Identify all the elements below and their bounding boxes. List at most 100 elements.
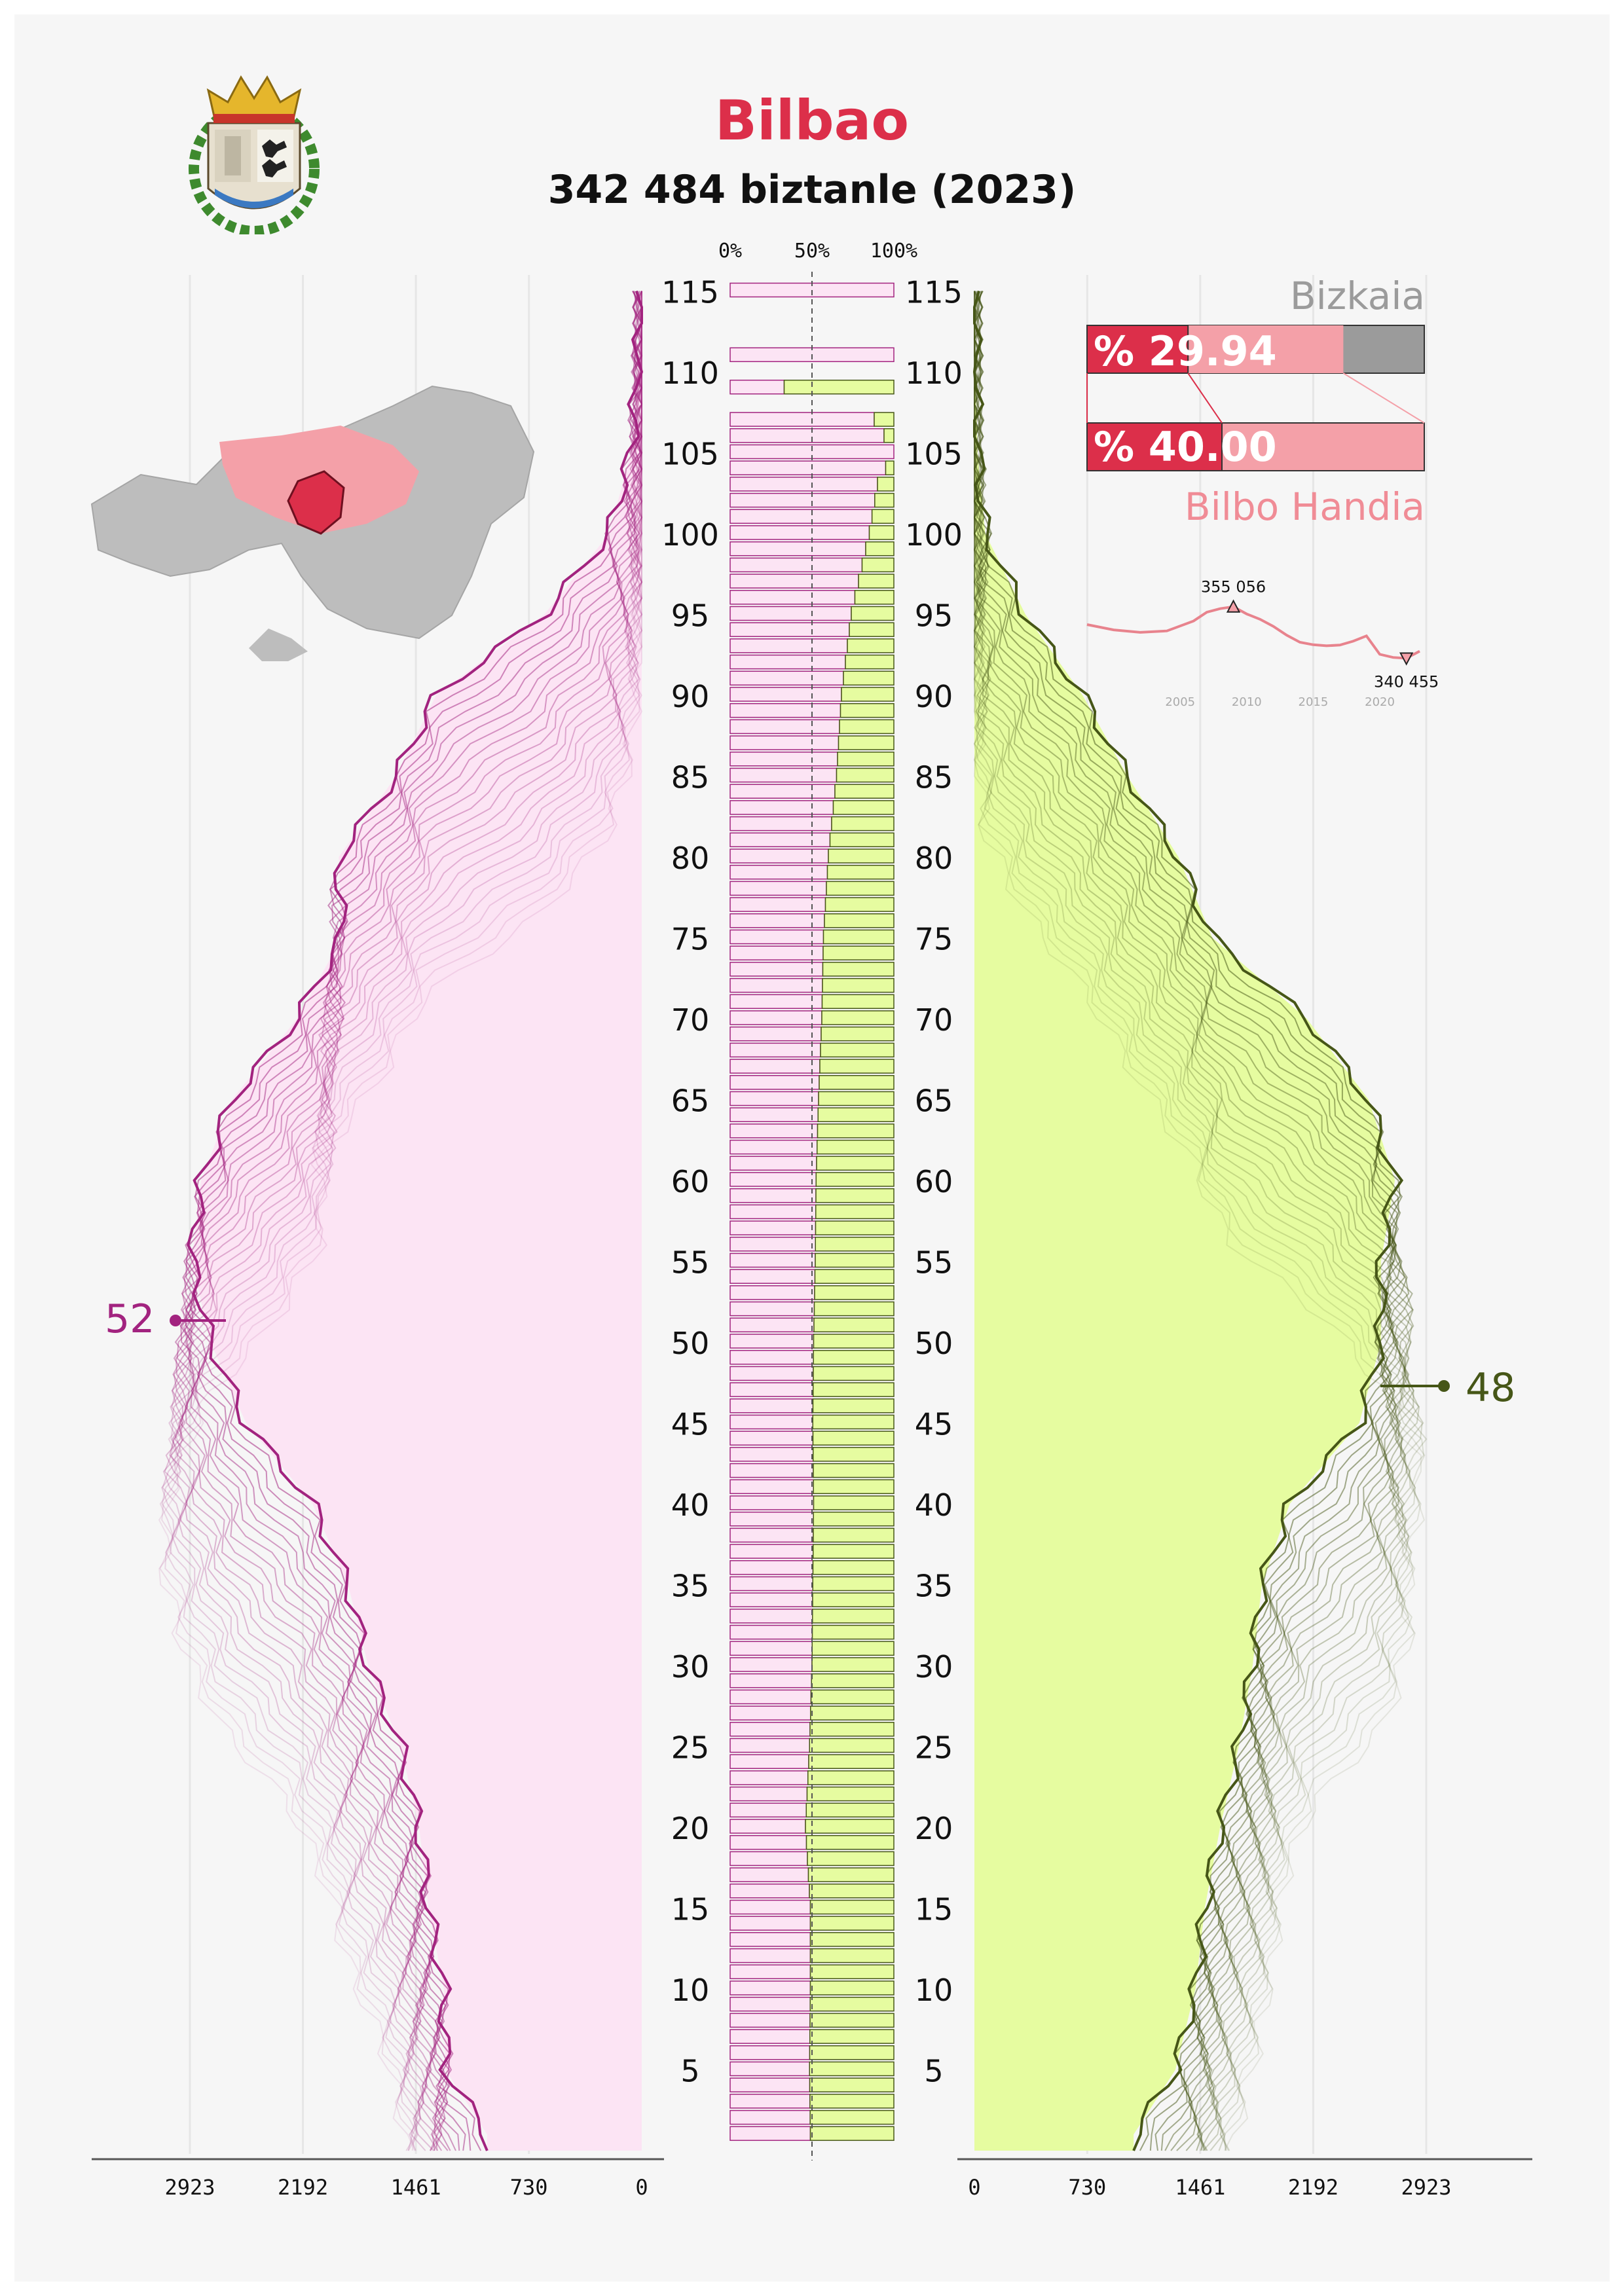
left-history-line bbox=[171, 291, 643, 2151]
ratio-bar-female bbox=[729, 752, 838, 767]
right-x-tick: 2192 bbox=[1288, 2175, 1338, 2200]
ratio-bar-female bbox=[729, 2094, 811, 2109]
ratio-bar-male bbox=[813, 1334, 895, 1349]
ratio-bar-male bbox=[840, 702, 895, 718]
ratio-bar-male bbox=[813, 1366, 895, 1381]
right-history-line bbox=[973, 291, 1425, 2151]
ratio-bar-male bbox=[821, 1010, 895, 1025]
ratio-axis-label: 100% bbox=[870, 240, 917, 263]
ratio-bar-female bbox=[729, 702, 841, 718]
ratio-bar-male bbox=[832, 800, 895, 815]
ratio-bar-male bbox=[838, 735, 895, 750]
left-history-line bbox=[169, 291, 643, 2151]
ratio-bar-male bbox=[809, 2077, 895, 2092]
trend-x-tick: 2010 bbox=[1232, 695, 1262, 709]
ratio-bar-male bbox=[831, 816, 895, 831]
ratio-bar-male bbox=[822, 929, 895, 945]
ratio-bar-male bbox=[871, 509, 895, 524]
age-label-right: 10 bbox=[915, 1973, 953, 2008]
ratio-bar-male bbox=[811, 1624, 895, 1640]
ratio-bar-male bbox=[811, 1641, 895, 1656]
age-label-left: 70 bbox=[671, 1002, 710, 1038]
population-trend-minichart: 355 056 340 455 2005 2010 2015 2020 bbox=[1086, 578, 1439, 709]
age-label-left: 15 bbox=[671, 1892, 710, 1927]
ratio-bar-male bbox=[858, 574, 895, 589]
ratio-bar-female bbox=[729, 1220, 817, 1235]
ratio-bar-female bbox=[729, 1107, 819, 1122]
left-history-line bbox=[175, 291, 643, 2151]
ratio-bar-female bbox=[729, 1819, 806, 1834]
metro-label: Bilbo Handia bbox=[1184, 484, 1425, 529]
ratio-bar-female bbox=[729, 2029, 811, 2044]
right-history-line bbox=[973, 291, 1408, 2151]
ratio-bar-female bbox=[729, 509, 873, 524]
ratio-bar-female bbox=[729, 2061, 810, 2077]
ratio-bar-female bbox=[729, 654, 846, 670]
ratio-bar-female bbox=[729, 1463, 814, 1478]
ratio-bar-male bbox=[817, 1139, 895, 1155]
ratio-bar-male bbox=[810, 1689, 895, 1705]
ratio-bar-male bbox=[817, 1123, 895, 1139]
ratio-bar-female bbox=[729, 525, 870, 540]
right-x-tick: 730 bbox=[1068, 2175, 1106, 2200]
male-area bbox=[974, 291, 1395, 2151]
ratio-bar-female bbox=[729, 1511, 814, 1527]
ratio-bar-female bbox=[729, 1059, 821, 1074]
coat-of-arms-emblem bbox=[189, 75, 320, 234]
ratio-bar-male bbox=[826, 881, 895, 896]
ratio-bar-female bbox=[729, 1916, 811, 1931]
ratio-bar-female bbox=[729, 945, 824, 960]
ratio-bar-female bbox=[729, 541, 866, 556]
age-label-left: 35 bbox=[671, 1569, 710, 1604]
right-history-line bbox=[973, 291, 1406, 2151]
ratio-bar-male bbox=[813, 1544, 895, 1559]
ratio-bar-female bbox=[729, 1301, 815, 1317]
age-label-right: 5 bbox=[924, 2054, 943, 2089]
ratio-bar-female bbox=[729, 1026, 822, 1042]
ratio-bar-male bbox=[809, 1722, 895, 1737]
ratio-bar-male bbox=[828, 848, 895, 864]
left-x-tick: 730 bbox=[510, 2175, 548, 2200]
ratio-bar-female bbox=[729, 784, 836, 799]
ratio-bar-female bbox=[729, 1447, 814, 1462]
ratio-bar-male bbox=[805, 1802, 895, 1818]
ratio-bar-female bbox=[729, 1398, 814, 1413]
trend-x-tick: 2005 bbox=[1165, 695, 1195, 709]
male-end-label: 48 bbox=[1466, 1365, 1516, 1411]
ratio-bar-female bbox=[729, 1349, 814, 1365]
age-label-right: 55 bbox=[915, 1245, 953, 1281]
age-label-right: 60 bbox=[915, 1164, 953, 1199]
female-area bbox=[192, 291, 642, 2151]
ratio-bar-female bbox=[729, 1948, 811, 1963]
ratio-bar-female bbox=[729, 977, 823, 993]
region-map-enclave bbox=[249, 629, 308, 661]
ratio-bar-female bbox=[729, 1188, 817, 1203]
age-label-right: 100 bbox=[905, 517, 963, 553]
age-label-right: 65 bbox=[915, 1084, 953, 1119]
ratio-bar-female bbox=[729, 1592, 813, 1607]
age-label-left: 50 bbox=[671, 1326, 710, 1361]
ratio-bar-female bbox=[729, 1964, 811, 1980]
ratio-bar-male bbox=[819, 1075, 895, 1090]
region-label: Bizkaia bbox=[1289, 274, 1425, 318]
ratio-bar-male bbox=[809, 1980, 895, 1995]
left-history-line bbox=[183, 291, 643, 2151]
ratio-bar-male bbox=[817, 1107, 895, 1122]
ratio-bar-male bbox=[814, 1269, 895, 1284]
left-history-line bbox=[162, 291, 643, 2151]
left-history-line bbox=[164, 291, 643, 2151]
ratio-bar-male bbox=[813, 1382, 895, 1397]
age-label-left: 30 bbox=[671, 1649, 710, 1685]
ratio-bar-female bbox=[729, 929, 824, 945]
ratio-bar-female bbox=[729, 670, 844, 686]
ratio-bar-male bbox=[836, 767, 895, 783]
ratio-bar-male bbox=[805, 1819, 895, 1834]
age-label-left: 45 bbox=[671, 1407, 710, 1442]
ratio-bar-female bbox=[729, 1738, 810, 1753]
metro-bar-city bbox=[1086, 422, 1223, 471]
right-history-line bbox=[973, 291, 1403, 2151]
ratio-bar-female bbox=[729, 379, 785, 395]
left-history-line bbox=[185, 291, 643, 2151]
ratio-bar-male bbox=[849, 622, 895, 637]
